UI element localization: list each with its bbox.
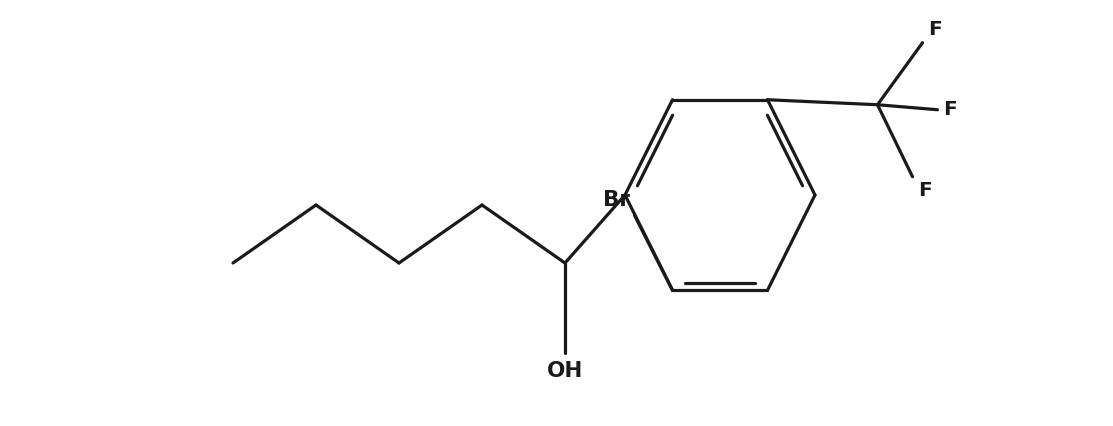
Text: F: F <box>918 181 933 200</box>
Text: Br: Br <box>603 190 630 210</box>
Text: F: F <box>928 20 943 39</box>
Text: OH: OH <box>546 361 583 381</box>
Text: F: F <box>944 100 957 119</box>
